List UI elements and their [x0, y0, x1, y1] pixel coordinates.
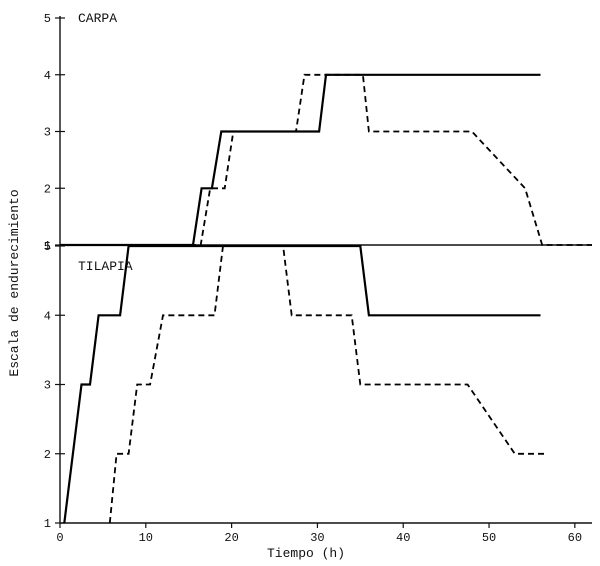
- x-tick-label: 60: [568, 531, 582, 545]
- y-tick-label: 3: [44, 126, 51, 140]
- x-axis-title: Tiempo (h): [267, 546, 345, 561]
- series-line-solid: [63, 244, 541, 524]
- y-tick-label: 5: [44, 12, 51, 26]
- y-tick-label: 2: [44, 448, 51, 462]
- series-line-dashed: [60, 73, 592, 246]
- x-tick-label: 30: [310, 531, 324, 545]
- y-tick-label: 1: [44, 517, 51, 531]
- panel-title: CARPA: [78, 11, 117, 26]
- x-tick-label: 20: [224, 531, 238, 545]
- y-tick-label: 2: [44, 182, 51, 196]
- y-axis-title: Escala de endurecimiento: [7, 189, 22, 376]
- y-tick-label: 4: [44, 69, 51, 83]
- series-line-solid: [60, 73, 541, 247]
- x-tick-label: 10: [139, 531, 153, 545]
- panel-title: TILAPIA: [78, 259, 133, 274]
- series-line-dashed: [108, 245, 545, 524]
- y-tick-label: 4: [44, 309, 51, 323]
- y-tick-label: 5: [44, 240, 51, 254]
- y-tick-label: 3: [44, 379, 51, 393]
- panel-1: 1 2 3 4 5 CARPA: [44, 11, 592, 253]
- x-tick-label: 40: [396, 531, 410, 545]
- x-tick-label: 50: [482, 531, 496, 545]
- y-tick-label: 1: [44, 239, 51, 253]
- x-tick-label: 0: [56, 531, 63, 545]
